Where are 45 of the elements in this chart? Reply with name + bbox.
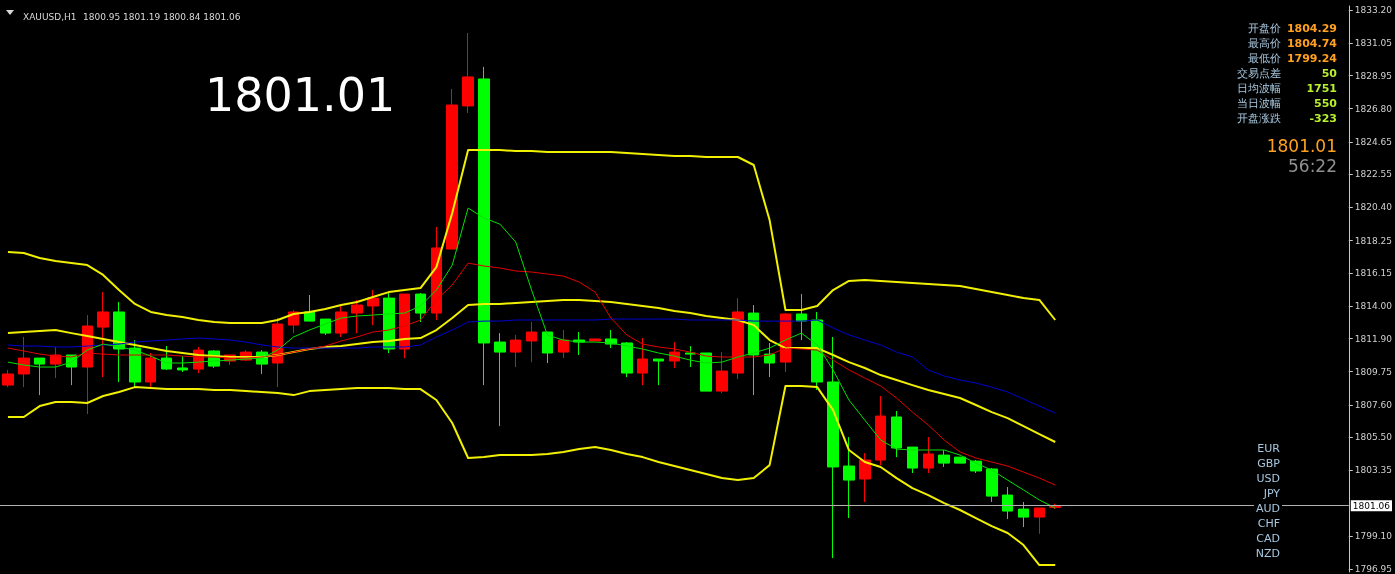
y-tick-label: 1809.75 [1354, 366, 1392, 377]
y-tick-label: 1807.60 [1354, 399, 1393, 410]
annotation: NZD [1255, 547, 1280, 560]
y-tick-label: 1803.35 [1354, 465, 1392, 476]
annotation: 1799.24 [1286, 52, 1338, 65]
text: XAUUSD,H1 [23, 11, 77, 22]
annotation: 开盘涨跌 [1237, 112, 1281, 125]
y-tick-label: 1826.80 [1354, 103, 1393, 114]
annotation: 当日波幅 [1237, 97, 1281, 110]
annotation: 1804.29 [1286, 22, 1337, 35]
annotation: CHF [1257, 517, 1280, 530]
text: 1800.95 1801.19 1800.84 1801.06 [83, 11, 241, 22]
annotation: 1801.01 [1266, 135, 1337, 156]
annotation: 550 [1314, 97, 1338, 110]
y-tick-label: 1799.10 [1354, 530, 1393, 541]
annotation: 交易点差 [1237, 67, 1281, 80]
annotation: EUR [1257, 442, 1281, 455]
annotation: 50 [1321, 67, 1338, 80]
annotation: GBP [1257, 457, 1281, 470]
y-tick-label: 1818.25 [1354, 235, 1392, 246]
y-tick-label: 1828.95 [1354, 70, 1392, 81]
y-tick-label: 1805.50 [1354, 432, 1393, 443]
annotation: 1751 [1306, 82, 1337, 95]
y-tick-label: 1811.90 [1354, 333, 1393, 344]
y-tick-label: 1833.20 [1354, 5, 1393, 16]
y-tick-label: 1816.15 [1354, 267, 1392, 278]
y-tick-label: 1814.00 [1354, 301, 1393, 312]
y-tick-label: 1796.95 [1354, 564, 1392, 574]
annotation: 开盘价 [1248, 22, 1281, 35]
annotation: 1801.01 [205, 68, 396, 122]
y-tick-label: 1820.40 [1354, 202, 1393, 213]
ref-line-label: 1801.06 [1352, 500, 1391, 511]
annotation: USD [1256, 472, 1280, 485]
annotation: JPY [1262, 487, 1281, 500]
annotation: 最高价 [1248, 37, 1281, 50]
annotation: AUD [1255, 502, 1280, 515]
annotation: CAD [1256, 532, 1280, 545]
annotation: 1804.74 [1286, 37, 1338, 50]
annotation: 56:22 [1288, 155, 1337, 176]
y-tick-label: 1824.65 [1354, 136, 1392, 147]
y-tick-label: 1831.05 [1354, 38, 1392, 49]
annotation: 最低价 [1248, 52, 1281, 65]
annotation: -323 [1309, 112, 1337, 125]
annotation: 日均波幅 [1237, 82, 1281, 95]
y-tick-label: 1822.55 [1354, 169, 1392, 180]
